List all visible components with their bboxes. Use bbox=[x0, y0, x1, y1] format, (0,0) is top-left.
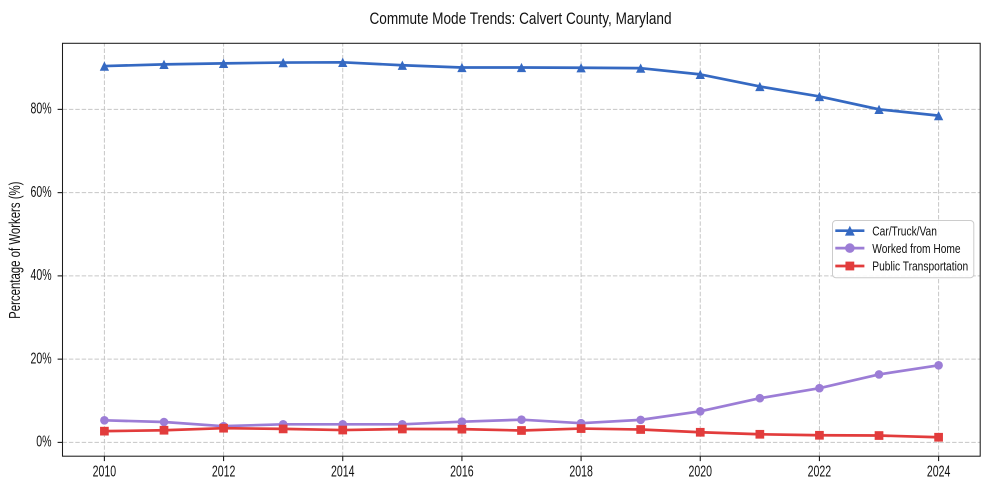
svg-text:0%: 0% bbox=[36, 434, 52, 451]
svg-text:Public Transportation: Public Transportation bbox=[872, 259, 968, 274]
svg-text:Car/Truck/Van: Car/Truck/Van bbox=[872, 223, 937, 238]
svg-text:2010: 2010 bbox=[93, 464, 117, 481]
svg-text:2018: 2018 bbox=[569, 464, 593, 481]
svg-text:Percentage of Workers (%): Percentage of Workers (%) bbox=[7, 182, 24, 319]
svg-text:2012: 2012 bbox=[212, 464, 236, 481]
svg-text:2014: 2014 bbox=[331, 464, 355, 481]
svg-text:2016: 2016 bbox=[450, 464, 474, 481]
svg-text:2020: 2020 bbox=[689, 464, 713, 481]
svg-text:2024: 2024 bbox=[927, 464, 951, 481]
svg-text:20%: 20% bbox=[31, 350, 52, 367]
svg-text:2022: 2022 bbox=[808, 464, 832, 481]
svg-text:Worked from Home: Worked from Home bbox=[872, 241, 960, 256]
svg-text:Commute Mode Trends: Calvert C: Commute Mode Trends: Calvert County, Mar… bbox=[369, 9, 671, 28]
svg-text:40%: 40% bbox=[31, 267, 52, 284]
svg-text:60%: 60% bbox=[31, 184, 52, 201]
svg-text:80%: 80% bbox=[31, 101, 52, 118]
